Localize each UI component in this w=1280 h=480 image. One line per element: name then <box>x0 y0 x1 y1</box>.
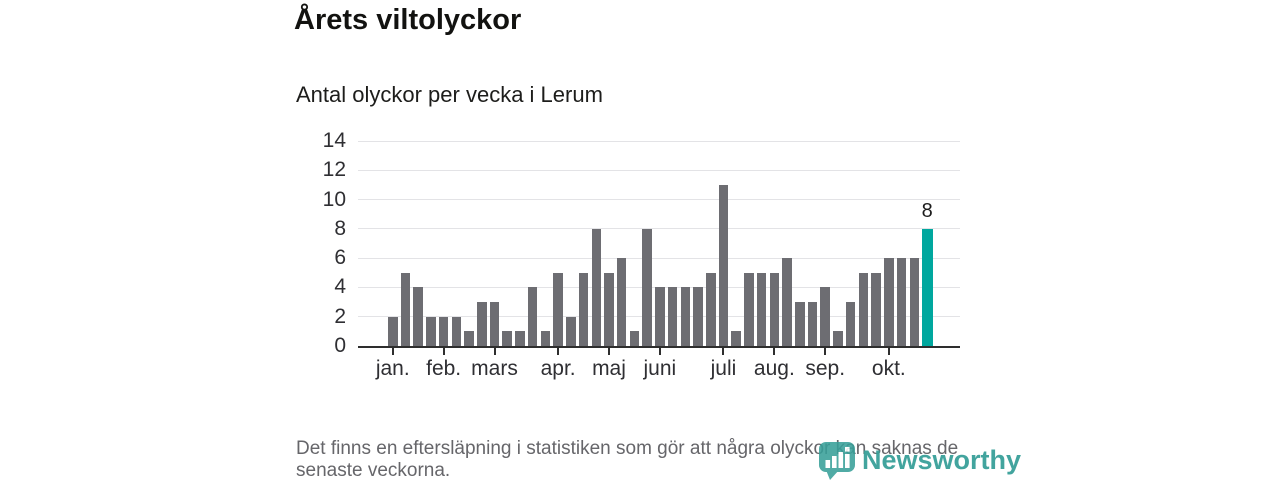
x-axis-month-label: sep. <box>805 357 846 380</box>
gridline <box>358 228 960 230</box>
gridline <box>358 169 960 171</box>
page-title: Årets viltolyckor <box>294 4 522 36</box>
x-axis-month-label: aug. <box>753 357 795 380</box>
bar-week-38 <box>858 272 869 346</box>
bar-week-6 <box>451 316 462 346</box>
chart-subtitle: Antal olyckor per vecka i Lerum <box>296 82 603 107</box>
bar-week-23 <box>667 287 678 346</box>
footnote: Det finns en eftersläpning i statistiken… <box>296 438 959 480</box>
bar-week-7 <box>464 331 474 346</box>
x-axis-tick <box>773 346 776 355</box>
bar-week-30 <box>756 272 767 346</box>
x-axis-month-label: feb. <box>426 357 462 380</box>
bar-week-11 <box>515 331 525 346</box>
highlighted-bar-current-week <box>922 228 933 346</box>
bar-week-34 <box>807 302 818 346</box>
bar-week-42 <box>909 258 920 346</box>
bar-week-21 <box>642 228 652 346</box>
x-axis-tick <box>887 346 890 355</box>
gridline <box>358 199 960 201</box>
y-axis-tick-label: 14 <box>322 129 346 152</box>
x-axis-month-label: juli <box>710 357 737 380</box>
bar-week-3 <box>413 287 423 346</box>
bar-week-29 <box>744 272 754 346</box>
y-axis-tick-label: 10 <box>322 187 346 211</box>
bar-week-28 <box>731 331 741 346</box>
bar-week-8 <box>477 302 487 346</box>
x-axis-tick <box>391 346 394 355</box>
x-axis-tick <box>824 346 827 355</box>
bar-week-27 <box>718 184 729 346</box>
bar-week-2 <box>400 272 411 346</box>
bar-week-20 <box>629 331 640 346</box>
x-axis-tick <box>442 346 445 355</box>
bar-week-33 <box>795 302 805 346</box>
bar-week-31 <box>769 272 780 346</box>
y-axis-tick-label: 0 <box>334 334 346 357</box>
y-axis-tick-label: 12 <box>322 158 346 182</box>
x-axis-month-label: jan. <box>375 357 410 380</box>
bar-week-10 <box>502 331 512 346</box>
bar-week-24 <box>680 287 691 346</box>
y-axis-tick-label: 6 <box>334 246 346 270</box>
x-axis-month-label: juni <box>643 357 677 380</box>
x-axis-month-label: apr. <box>540 357 576 380</box>
newsworthy-logo-text: Newsworthy <box>862 444 1022 475</box>
gridline <box>358 140 960 142</box>
y-axis-tick-label: 2 <box>334 304 346 328</box>
bar-week-17 <box>591 228 602 346</box>
gridline <box>358 286 960 288</box>
bar-week-26 <box>706 272 716 346</box>
bar-week-18 <box>604 272 614 346</box>
newsworthy-logo: Newsworthy <box>817 440 1021 480</box>
bar-week-13 <box>540 331 551 346</box>
highlight-value-label: 8 <box>921 199 933 222</box>
x-axis-tick <box>493 346 496 355</box>
bar-week-32 <box>782 258 792 346</box>
bar-week-16 <box>578 272 589 346</box>
x-axis-tick <box>607 346 610 355</box>
bar-week-5 <box>438 316 449 346</box>
bar-week-12 <box>527 287 538 346</box>
bar-week-25 <box>693 287 703 346</box>
x-axis-tick <box>557 346 560 355</box>
bar-week-22 <box>655 287 665 346</box>
bar-week-14 <box>553 272 563 346</box>
x-axis-month-label: mars <box>471 357 518 380</box>
bar-week-41 <box>896 258 907 346</box>
bar-week-35 <box>820 287 830 346</box>
bar-week-1 <box>388 316 398 346</box>
bar-week-19 <box>616 258 627 346</box>
x-axis-month-label: maj <box>592 357 626 380</box>
bar-week-15 <box>566 316 576 346</box>
bar-week-40 <box>884 258 894 346</box>
x-axis-tick <box>658 346 661 355</box>
plot-area: 0 2 4 6 8 10 12 14 8 jan. feb. mars apr. maj juni juli a… <box>323 129 960 380</box>
x-axis-month-label: okt. <box>871 357 906 380</box>
bar-week-36 <box>833 331 843 346</box>
y-axis-tick-label: 4 <box>334 275 346 299</box>
gridline <box>358 257 960 259</box>
bar-week-39 <box>871 272 881 346</box>
bar-week-37 <box>845 302 856 346</box>
y-axis-tick-label: 8 <box>334 216 346 240</box>
bar-week-4 <box>426 316 436 346</box>
newsworthy-bubble-barchart-icon <box>819 442 855 480</box>
bar-week-9 <box>489 302 500 346</box>
x-axis-tick <box>722 346 725 355</box>
